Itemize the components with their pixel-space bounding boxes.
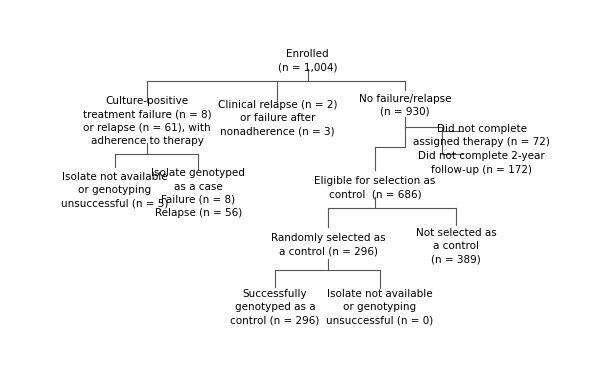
Text: Isolate not available
or genotyping
unsuccessful (n = 0): Isolate not available or genotyping unsu…: [326, 289, 433, 325]
Text: Clinical relapse (n = 2)
or failure after
nonadherence (n = 3): Clinical relapse (n = 2) or failure afte…: [218, 100, 337, 137]
Text: Eligible for selection as
control  (n = 686): Eligible for selection as control (n = 6…: [314, 176, 436, 199]
Text: Isolate genotyped
as a case
Failure (n = 8)
Relapse (n = 56): Isolate genotyped as a case Failure (n =…: [151, 168, 245, 218]
Text: Successfully
genotyped as a
control (n = 296): Successfully genotyped as a control (n =…: [230, 289, 320, 325]
Text: Did not complete
assigned therapy (n = 72): Did not complete assigned therapy (n = 7…: [413, 124, 550, 147]
Text: Culture-positive
treatment failure (n = 8)
or relapse (n = 61), with
adherence t: Culture-positive treatment failure (n = …: [83, 96, 211, 146]
Text: Isolate not available
or genotyping
unsuccessful (n = 5): Isolate not available or genotyping unsu…: [61, 172, 168, 209]
Text: Not selected as
a control
(n = 389): Not selected as a control (n = 389): [416, 228, 497, 265]
Text: No failure/relapse
(n = 930): No failure/relapse (n = 930): [359, 94, 451, 117]
Text: Enrolled
(n = 1,004): Enrolled (n = 1,004): [278, 49, 337, 72]
Text: Did not complete 2-year
follow-up (n = 172): Did not complete 2-year follow-up (n = 1…: [419, 151, 545, 175]
Text: Randomly selected as
a control (n = 296): Randomly selected as a control (n = 296): [271, 233, 386, 257]
